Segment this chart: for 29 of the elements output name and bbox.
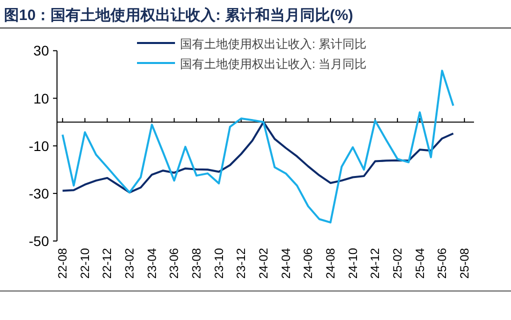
x-tick-label: 25-04 bbox=[412, 248, 427, 279]
x-tick-label: 25-02 bbox=[390, 248, 404, 279]
y-tick-label: -10 bbox=[28, 138, 50, 154]
x-tick-label: 23-08 bbox=[190, 248, 204, 279]
x-tick-label: 24-02 bbox=[256, 248, 270, 279]
legend-label: 国有土地使用权出让收入: 累计同比 bbox=[180, 37, 367, 51]
x-tick-label: 24-10 bbox=[346, 248, 360, 279]
x-tick-label: 22-10 bbox=[78, 248, 92, 279]
line-series bbox=[62, 70, 454, 224]
x-tick-label: 23-04 bbox=[144, 248, 159, 279]
x-tick-label: 24-04 bbox=[278, 248, 293, 279]
y-tick-label: 10 bbox=[33, 90, 50, 106]
line-series bbox=[62, 121, 454, 194]
x-tick-label: 24-08 bbox=[323, 248, 338, 279]
x-tick-label: 23-06 bbox=[167, 248, 182, 279]
x-tick-label: 24-12 bbox=[368, 248, 382, 279]
x-tick-label: 25-06 bbox=[435, 248, 450, 279]
y-tick-label: -30 bbox=[28, 185, 50, 202]
x-tick-label: 22-08 bbox=[56, 248, 70, 279]
x-tick-label: 23-12 bbox=[234, 248, 248, 279]
y-tick-label: -50 bbox=[28, 233, 50, 249]
x-tick-label: 23-02 bbox=[122, 248, 137, 279]
x-tick-label: 25-08 bbox=[457, 248, 472, 279]
x-tick-label: 23-10 bbox=[212, 248, 226, 279]
x-tick-label: 24-06 bbox=[301, 248, 316, 279]
legend-label: 国有土地使用权出让收入: 当月同比 bbox=[180, 57, 367, 71]
y-tick-label: 30 bbox=[33, 42, 50, 59]
x-tick-label: 22-12 bbox=[100, 248, 114, 279]
chart-title: 图10：国有土地使用权出让收入: 累计和当月同比(%) bbox=[4, 7, 354, 24]
